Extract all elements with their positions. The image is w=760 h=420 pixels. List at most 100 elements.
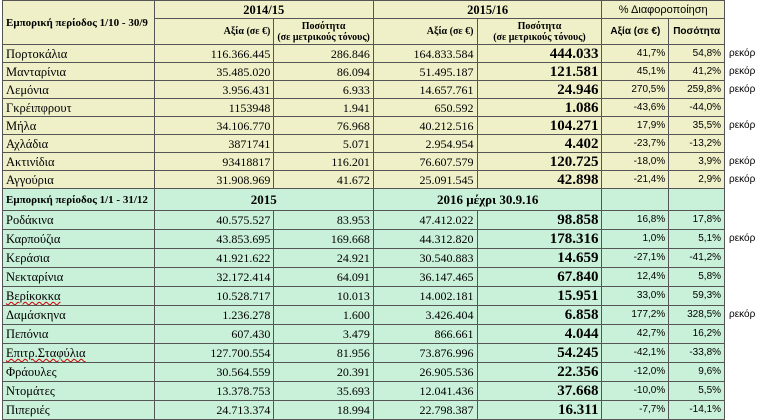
product-name-cell[interactable]: Κεράσια [2,248,155,268]
qty-prev-cell[interactable]: 81.956 [273,343,374,363]
product-name-cell[interactable]: Αχλάδια [2,134,155,153]
value-curr-cell[interactable]: 30.540.883 [372,248,478,268]
pct-qty-cell[interactable]: -13,2% [668,134,726,153]
value-prev-cell[interactable]: 32.172.414 [153,267,275,287]
value-prev-cell[interactable]: 1.236.278 [153,305,275,325]
pct-value-cell[interactable]: -43,6% [601,98,670,117]
sub-qty-a[interactable]: Ποσότητα (σε μετρικούς τόνους) [273,18,374,45]
product-name-cell[interactable]: Γκρέιπφρουτ [2,98,155,117]
value-curr-cell[interactable]: 40.212.516 [372,116,478,135]
qty-curr-cell[interactable]: 1.086 [476,98,603,117]
qty-prev-cell[interactable]: 64.091 [273,267,374,287]
pct-value-cell[interactable]: 12,4% [601,267,670,287]
value-curr-cell[interactable]: 164.833.584 [372,44,478,63]
qty-curr-cell[interactable]: 22.356 [476,362,603,382]
pct-qty-cell[interactable]: -14,1% [668,400,726,420]
value-prev-cell[interactable]: 35.485.020 [153,62,275,81]
value-curr-cell[interactable]: 14.657.761 [372,80,478,99]
qty-curr-cell[interactable]: 37.668 [476,381,603,401]
value-curr-cell[interactable]: 866.661 [372,324,478,344]
qty-prev-cell[interactable]: 86.094 [273,62,374,81]
value-curr-cell[interactable]: 47.412.022 [372,210,478,230]
qty-curr-cell[interactable]: 121.581 [476,62,603,81]
section1-year-a[interactable]: 2014/15 [153,0,374,19]
pct-qty-cell[interactable]: 41,2% [668,62,726,81]
value-prev-cell[interactable]: 34.106.770 [153,116,275,135]
pct-value-cell[interactable]: 42,7% [601,324,670,344]
pct-qty-cell[interactable]: -44,0% [668,98,726,117]
product-name-cell[interactable]: Ροδάκινα [2,210,155,230]
qty-curr-cell[interactable]: 104.271 [476,116,603,135]
section2-header-empty-2[interactable] [668,188,726,211]
pct-qty-cell[interactable]: 17,8% [668,210,726,230]
qty-prev-cell[interactable]: 20.391 [273,362,374,382]
value-curr-cell[interactable]: 51.495.187 [372,62,478,81]
section2-year-a[interactable]: 2015 [153,188,374,211]
qty-prev-cell[interactable]: 18.994 [273,400,374,420]
value-curr-cell[interactable]: 26.905.536 [372,362,478,382]
pct-qty-cell[interactable]: 9,6% [668,362,726,382]
value-prev-cell[interactable]: 127.700.554 [153,343,275,363]
product-name-cell[interactable]: Επιτρ.Σταφύλια [2,343,155,363]
qty-curr-cell[interactable]: 98.858 [476,210,603,230]
qty-prev-cell[interactable]: 24.921 [273,248,374,268]
pct-qty-cell[interactable]: 59,3% [668,286,726,306]
product-name-cell[interactable]: Πεπόνια [2,324,155,344]
qty-prev-cell[interactable]: 6.933 [273,80,374,99]
product-name-cell[interactable]: Ντομάτες [2,381,155,401]
qty-curr-cell[interactable]: 120.725 [476,152,603,171]
value-prev-cell[interactable]: 3.956.431 [153,80,275,99]
product-name-cell[interactable]: Αγγούρια [2,170,155,189]
qty-curr-cell[interactable]: 42.898 [476,170,603,189]
product-name-cell[interactable]: Βερίκοκκα [2,286,155,306]
qty-curr-cell[interactable]: 6.858 [476,305,603,325]
pct-value-cell[interactable]: -27,1% [601,248,670,268]
qty-prev-cell[interactable]: 169.668 [273,229,374,249]
value-curr-cell[interactable]: 3.426.404 [372,305,478,325]
pct-value-cell[interactable]: 270,5% [601,80,670,99]
pct-qty-cell[interactable]: 259,8% [668,80,726,99]
sub-pct-value[interactable]: Αξία (σε €) [601,18,670,45]
product-name-cell[interactable]: Δαμάσκηνα [2,305,155,325]
value-curr-cell[interactable]: 44.312.820 [372,229,478,249]
value-curr-cell[interactable]: 14.002.181 [372,286,478,306]
product-name-cell[interactable]: Καρπούζια [2,229,155,249]
qty-prev-cell[interactable]: 3.479 [273,324,374,344]
pct-value-cell[interactable]: -12,0% [601,362,670,382]
pct-value-cell[interactable]: 45,1% [601,62,670,81]
value-prev-cell[interactable]: 43.853.695 [153,229,275,249]
pct-value-cell[interactable]: 17,9% [601,116,670,135]
qty-prev-cell[interactable]: 76.968 [273,116,374,135]
pct-qty-cell[interactable]: 3,9% [668,152,726,171]
value-curr-cell[interactable]: 22.798.387 [372,400,478,420]
value-prev-cell[interactable]: 31.908.969 [153,170,275,189]
value-prev-cell[interactable]: 10.528.717 [153,286,275,306]
value-prev-cell[interactable]: 41.921.622 [153,248,275,268]
qty-prev-cell[interactable]: 1.941 [273,98,374,117]
value-prev-cell[interactable]: 24.713.374 [153,400,275,420]
pct-qty-cell[interactable]: 2,9% [668,170,726,189]
section1-year-b[interactable]: 2015/16 [372,0,603,19]
pct-value-cell[interactable]: -18,0% [601,152,670,171]
pct-value-cell[interactable]: 1,0% [601,229,670,249]
qty-prev-cell[interactable]: 10.013 [273,286,374,306]
pct-qty-cell[interactable]: -33,8% [668,343,726,363]
pct-value-cell[interactable]: -21,4% [601,170,670,189]
pct-value-cell[interactable]: 16,8% [601,210,670,230]
value-curr-cell[interactable]: 650.592 [372,98,478,117]
sub-pct-qty[interactable]: Ποσότητα [668,18,726,45]
value-curr-cell[interactable]: 2.954.954 [372,134,478,153]
qty-prev-cell[interactable]: 35.693 [273,381,374,401]
pct-value-cell[interactable]: -23,7% [601,134,670,153]
product-name-cell[interactable]: Μανταρίνια [2,62,155,81]
qty-curr-cell[interactable]: 24.946 [476,80,603,99]
qty-curr-cell[interactable]: 16.311 [476,400,603,420]
product-name-cell[interactable]: Ακτινίδια [2,152,155,171]
value-prev-cell[interactable]: 607.430 [153,324,275,344]
pct-value-cell[interactable]: -7,7% [601,400,670,420]
sub-value-b[interactable]: Αξία (σε €) [372,18,478,45]
product-name-cell[interactable]: Πιπεριές [2,400,155,420]
value-prev-cell[interactable]: 93418817 [153,152,275,171]
value-curr-cell[interactable]: 76.607.579 [372,152,478,171]
qty-prev-cell[interactable]: 116.201 [273,152,374,171]
